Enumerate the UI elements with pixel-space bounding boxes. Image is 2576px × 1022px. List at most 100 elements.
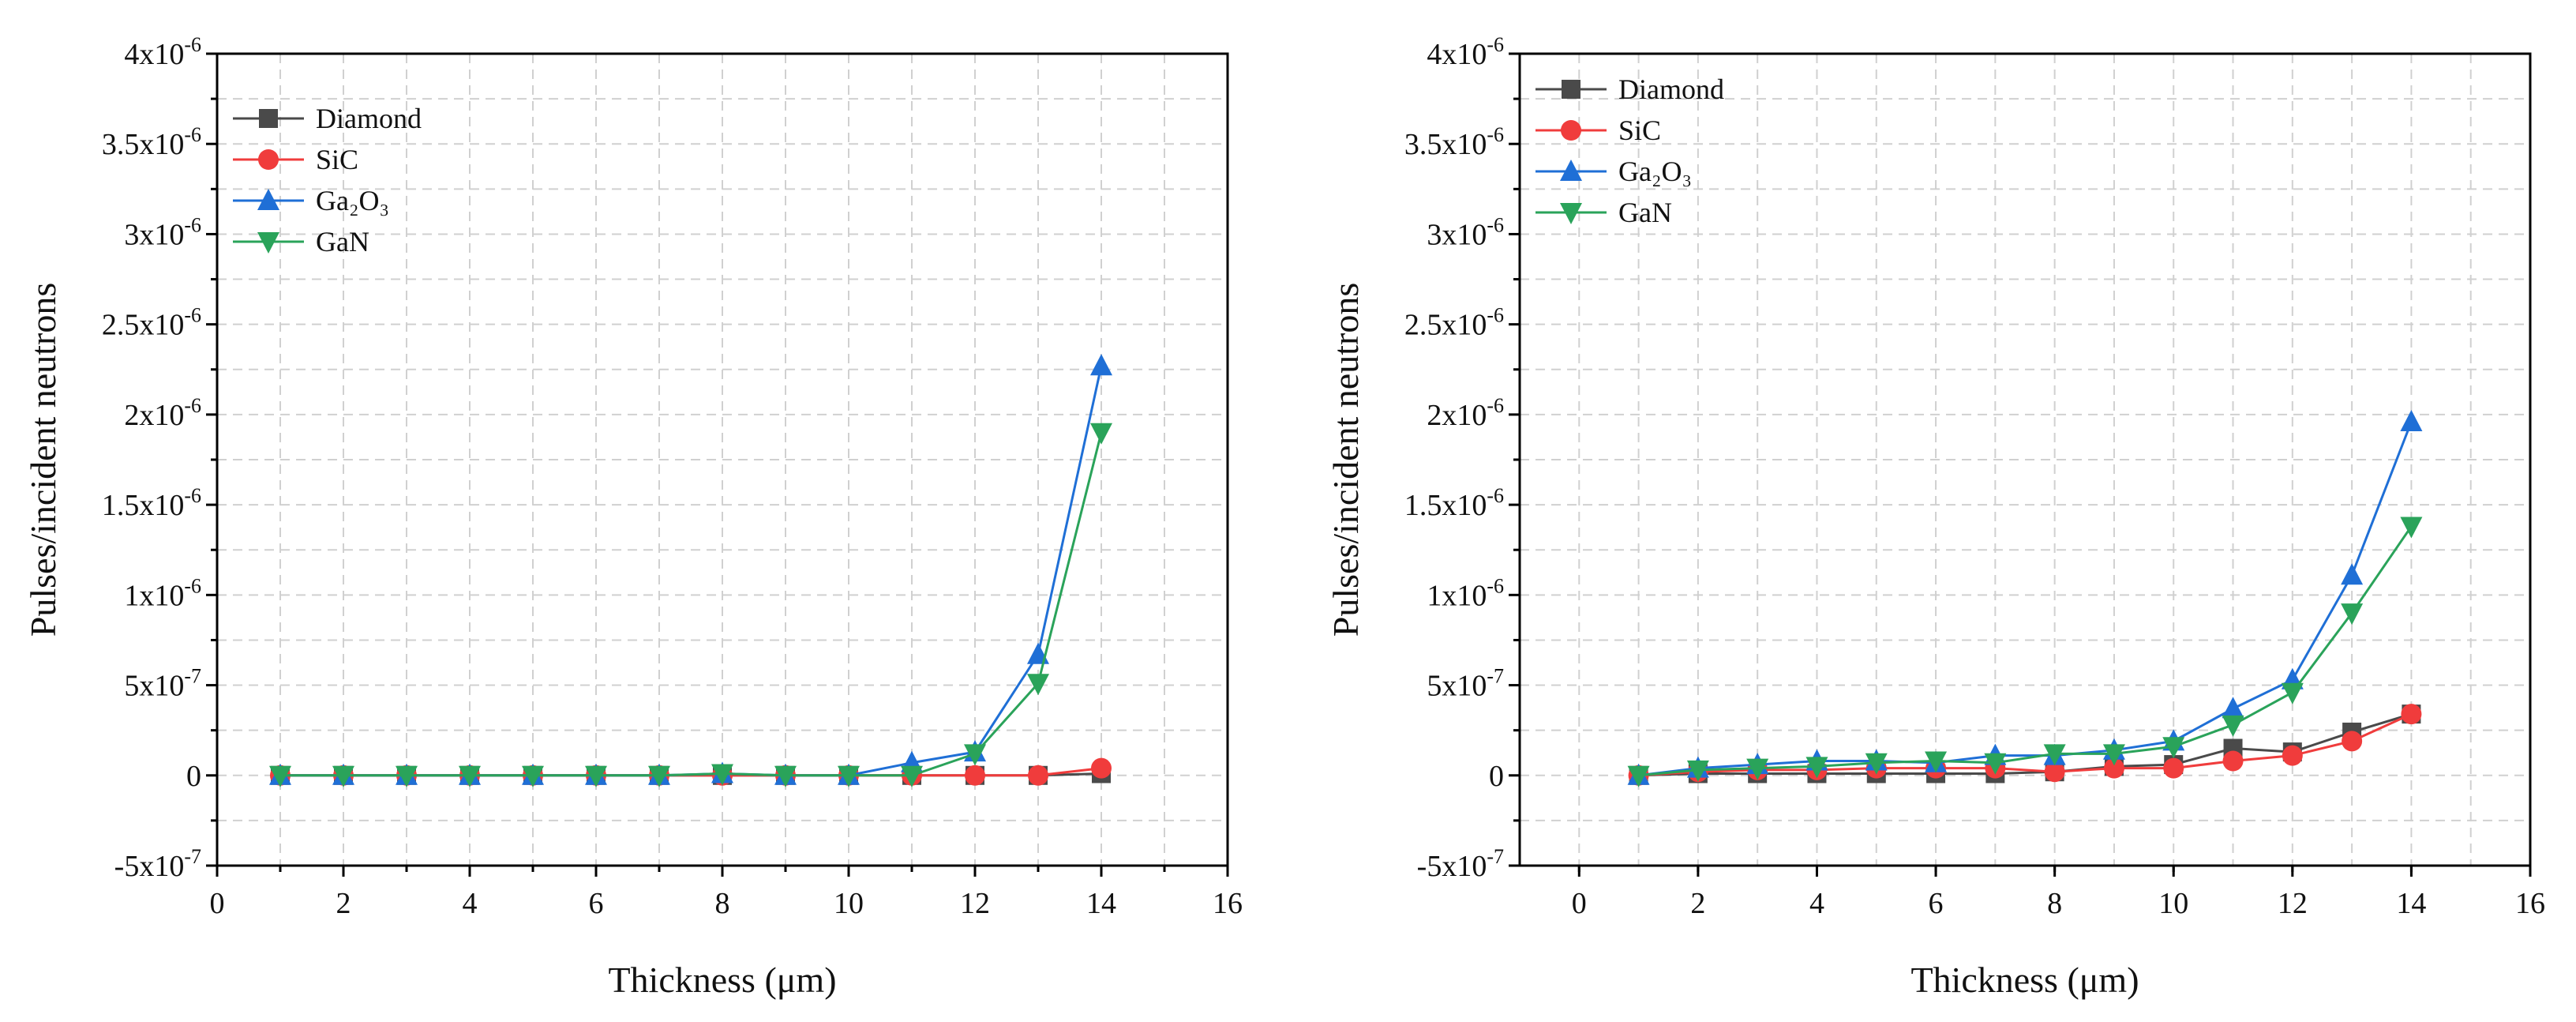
data-point-gan [901,765,923,787]
legend-item-diamond: Diamond [233,103,422,134]
x-tick-label: 0 [210,887,225,920]
data-point-gan [1686,760,1709,782]
legend-item-gan: GaN [233,226,369,257]
x-tick-label: 14 [2396,887,2426,920]
data-point-sic [2342,731,2363,752]
data-point-gan [711,764,733,786]
y-tick-exponent: -6 [184,213,201,236]
y-tick-label: 4x10-6 [124,33,201,71]
data-point-gan [1027,674,1049,696]
data-point-gan [585,765,607,787]
data-point-gan [1984,753,2007,775]
data-point-gan [964,744,986,766]
legend-marker-gan [1560,203,1582,224]
y-tick-exponent: -7 [184,665,201,688]
data-point-gan [838,765,860,787]
legend-marker-ga2o3 [257,189,279,210]
y-tick-exponent: -6 [1487,394,1504,417]
y-tick-exponent: -6 [184,304,201,327]
legend-item-ga2o3: Ga₂O₃ [233,185,389,216]
legend: Diamond SiC Ga₂O₃ GaN [1535,73,1724,228]
x-tick-label: 16 [2515,887,2545,920]
data-point-sic [1028,765,1048,786]
legend-label-diamond: Diamond [1618,73,1724,105]
data-point-gan [1627,765,1650,787]
legend-marker-sic [1561,120,1581,141]
y-tick-label: 3x10-6 [1427,213,1504,251]
x-tick-label: 0 [1572,887,1587,920]
data-point-gan [332,765,354,787]
x-tick-label: 8 [2047,887,2062,920]
data-point-gan [1865,753,1888,775]
x-tick-label: 12 [2278,887,2308,920]
legend-item-diamond: Diamond [1535,73,1724,105]
legend: Diamond SiC Ga₂O₃ GaN [233,103,422,257]
series-line-ga2o3 [280,365,1103,777]
y-tick-label: 1.5x10-6 [1404,484,1504,522]
series-gan [1627,517,2423,787]
data-point-gan [269,765,291,787]
data-point-sic [2401,704,2422,725]
y-tick-label: 1.5x10-6 [102,484,201,522]
legend-marker-gan [257,232,279,254]
left-chart-panel: 0 2 4 6 8 10 12 14 16 -5x10-7 0 5x10-7 1x10-6 1.5x10-… [23,33,1243,1000]
y-tick-exponent: -7 [1487,845,1504,868]
x-tick-label: 12 [960,887,990,920]
y-tick-exponent: -6 [1487,123,1504,146]
data-point-gan [1090,423,1112,445]
series-line-gan [1638,525,2413,777]
data-point-ga2o3 [2222,697,2244,719]
gridlines [217,54,1228,866]
x-axis-label: Thickness (μm) [1910,960,2139,1000]
x-tick-label: 2 [336,887,351,920]
right-chart-panel: 0 2 4 6 8 10 12 14 16 -5x10-7 0 5x10-7 1x10-6 1.5x10-… [1325,33,2545,1000]
data-point-gan [459,765,481,787]
data-point-ga2o3 [2400,410,2423,432]
legend-item-ga2o3: Ga₂O₃ [1535,156,1692,187]
y-tick-exponent: -7 [184,845,201,868]
y-tick-label: 3x10-6 [124,213,201,251]
legend-item-gan: GaN [1535,197,1672,228]
y-axis-label: Pulses/incident neutrons [1325,283,1366,637]
legend-label-sic: SiC [316,144,358,175]
x-tick-label: 4 [463,887,478,920]
legend-item-sic: SiC [233,144,358,175]
legend-label-diamond: Diamond [316,103,422,134]
y-tick-label: 5x10-7 [124,665,201,703]
y-tick-label: 5x10-7 [1427,665,1504,703]
data-point-gan [2222,715,2244,737]
series-sic [270,757,1112,786]
data-point-sic [2163,757,2184,779]
legend-label-ga2o3: Ga₂O₃ [316,185,389,216]
x-tick-label: 16 [1213,887,1243,920]
data-point-gan [2400,517,2423,539]
data-point-sic [965,765,985,786]
data-point-gan [2043,744,2066,766]
legend-marker-diamond [259,109,278,128]
data-point-gan [522,765,544,787]
x-tick-label: 2 [1690,887,1705,920]
data-point-ga2o3 [2341,563,2364,585]
y-tick-label: 2.5x10-6 [1404,304,1504,342]
y-tick-label: 0 [186,760,201,793]
data-point-gan [396,765,418,787]
x-axis-label: Thickness (μm) [608,960,836,1000]
y-tick-exponent: -6 [184,33,201,56]
y-tick-exponent: -6 [1487,484,1504,507]
x-tick-label: 6 [589,887,604,920]
data-point-sic [2282,745,2303,766]
y-tick-exponent: -6 [184,123,201,146]
x-tick-label: 10 [2158,887,2188,920]
legend-marker-ga2o3 [1560,160,1582,181]
data-point-sic [2103,757,2124,779]
x-tick-label: 14 [1086,887,1116,920]
y-tick-label: -5x10-7 [1417,845,1504,883]
y-tick-exponent: -6 [1487,574,1504,597]
legend-label-sic: SiC [1618,115,1661,146]
y-tick-exponent: -6 [1487,304,1504,327]
series-line-gan [280,432,1103,777]
y-tick-exponent: -6 [184,484,201,507]
data-point-gan [648,765,670,787]
y-tick-label: 4x10-6 [1427,33,1504,71]
y-tick-label: 1x10-6 [124,574,201,612]
